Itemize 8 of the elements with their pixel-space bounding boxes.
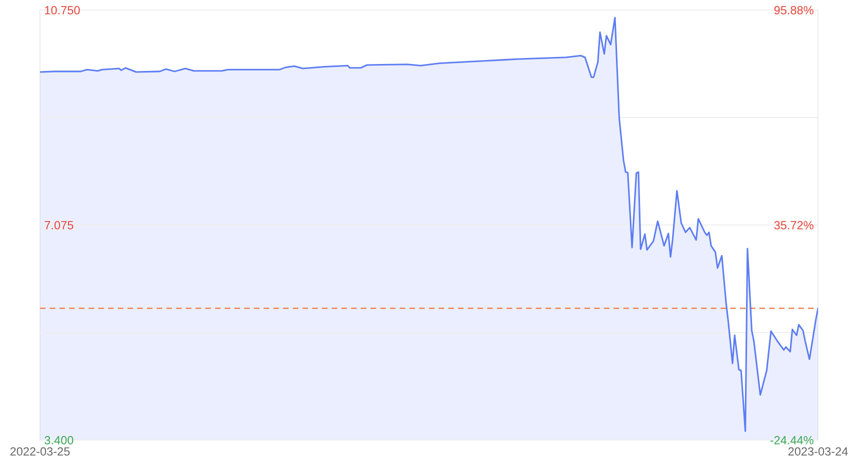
x-tick-label: 2023-03-24 — [788, 447, 848, 456]
y2-tick-label: 95.88% — [774, 6, 814, 14]
y-tick-label: 3.400 — [44, 436, 74, 444]
y-tick-label: 7.075 — [44, 221, 74, 230]
y2-tick-label: 35.72% — [774, 221, 814, 230]
x-tick-label: 2022-03-25 — [10, 447, 70, 456]
y-tick-label: 10.750 — [45, 6, 80, 14]
y2-tick-label: -24.44% — [770, 436, 814, 444]
